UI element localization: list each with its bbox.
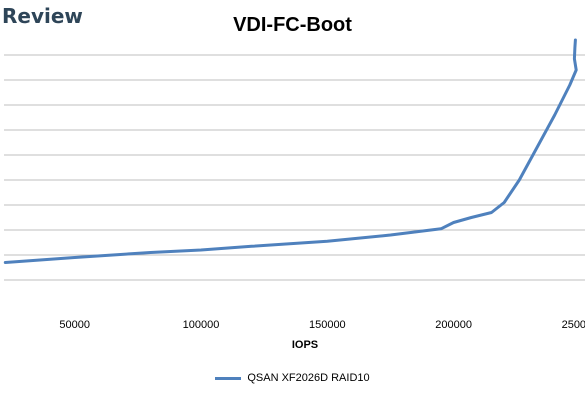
x-axis-ticks: 50000 100000 150000 200000 250000: [59, 319, 585, 331]
x-tick-label: 150000: [309, 319, 346, 331]
legend: QSAN XF2026D RAID10: [0, 372, 585, 384]
legend-swatch: [215, 376, 242, 380]
x-tick-label: 100000: [183, 319, 220, 331]
series-layer: [3, 38, 578, 264]
legend-label: QSAN XF2026D RAID10: [247, 372, 370, 384]
series-line: [3, 38, 578, 264]
brand-logo-text: Review: [2, 4, 83, 28]
x-tick-label: 200000: [435, 319, 472, 331]
gridlines: [4, 54, 585, 281]
x-axis-title: IOPS: [292, 339, 318, 351]
chart-title: VDI-FC-Boot: [233, 14, 352, 36]
x-tick-label: 250000: [562, 319, 585, 331]
x-tick-label: 50000: [59, 319, 90, 331]
